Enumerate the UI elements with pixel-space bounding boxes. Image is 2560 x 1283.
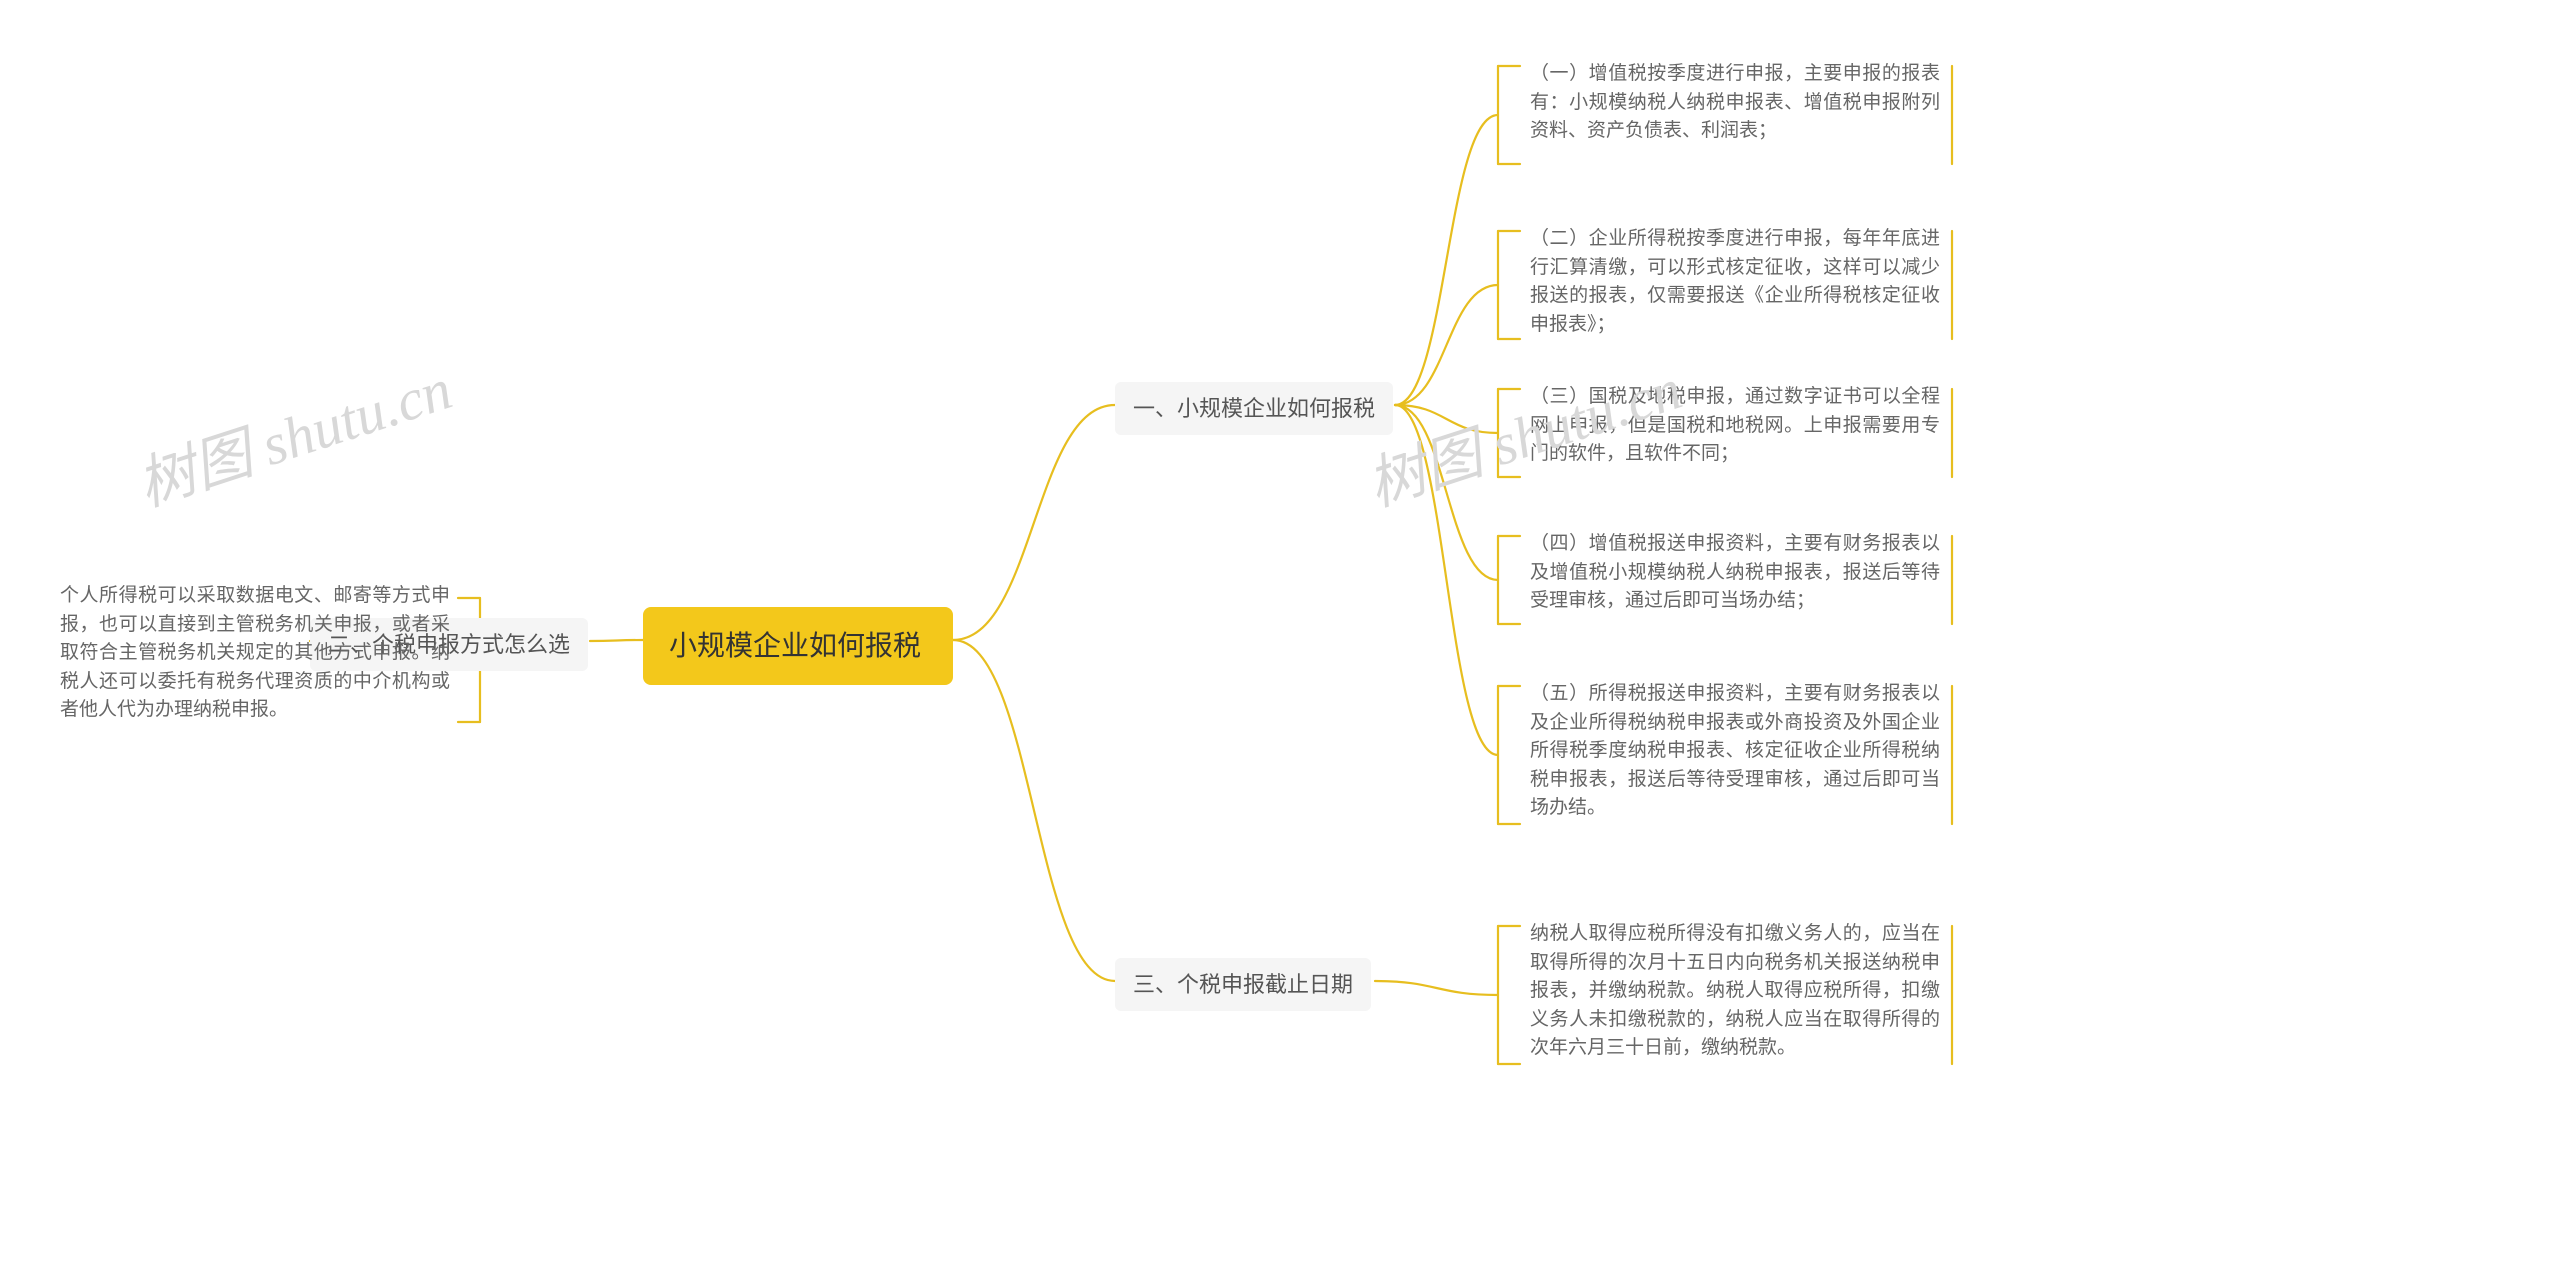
watermark-1: 树图 shutu.cn [125,342,460,522]
leaf-r2-0: 纳税人取得应税所得没有扣缴义务人的，应当在取得所得的次月十五日内向税务机关报送纳… [1530,920,1940,1063]
leaf-r1-0: （一）增值税按季度进行申报，主要申报的报表有：小规模纳税人纳税申报表、增值税申报… [1530,60,1940,146]
leaf-r1-2: （三）国税及地税申报，通过数字证书可以全程网上申报，但是国税和地税网。上申报需要… [1530,383,1940,469]
leaf-r1-1: （二）企业所得税按季度进行申报，每年年底进行汇算清缴，可以形式核定征收，这样可以… [1530,225,1940,339]
branch-right-1[interactable]: 一、小规模企业如何报税 [1115,382,1393,435]
leaf-r1-3: （四）增值税报送申报资料，主要有财务报表以及增值税小规模纳税人纳税申报表，报送后… [1530,530,1940,616]
branch-right-2[interactable]: 三、个税申报截止日期 [1115,958,1371,1011]
leaf-left: 个人所得税可以采取数据电文、邮寄等方式申报，也可以直接到主管税务机关申报，或者采… [60,582,450,725]
root-node[interactable]: 小规模企业如何报税 [643,607,953,685]
leaf-r1-4: （五）所得税报送申报资料，主要有财务报表以及企业所得税纳税申报表或外商投资及外国… [1530,680,1940,823]
